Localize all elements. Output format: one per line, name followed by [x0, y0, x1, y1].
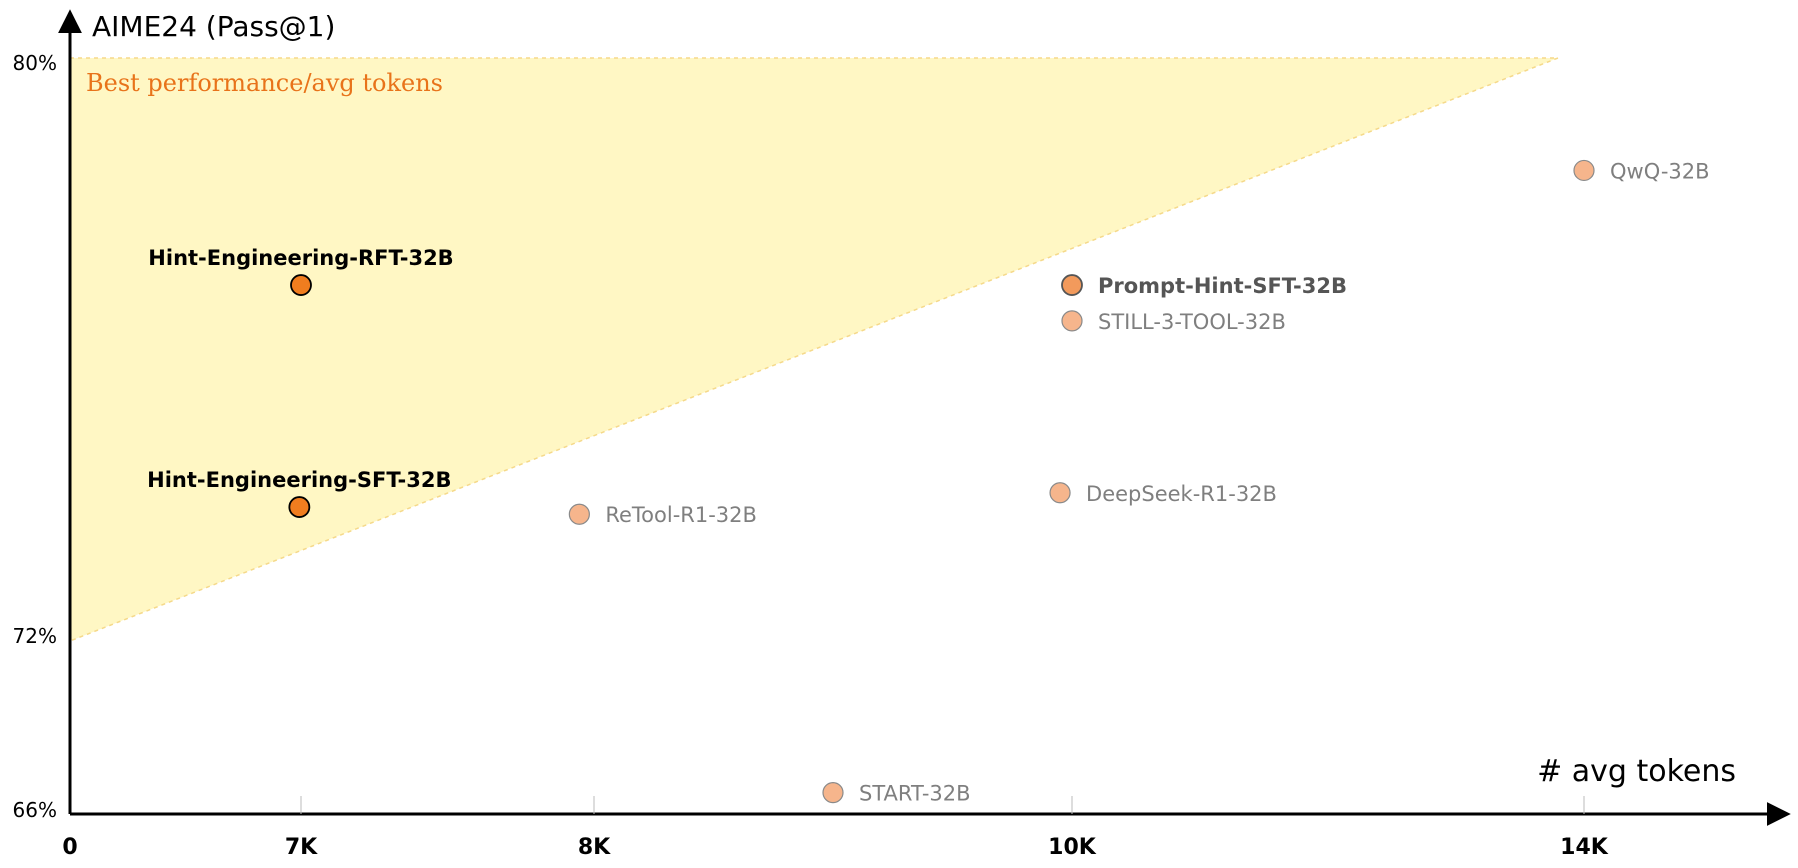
label-qwq-32b: QwQ-32B	[1610, 159, 1710, 183]
point-start-32b	[822, 781, 844, 804]
label-start-32b: START-32B	[859, 782, 971, 806]
point-hint-engineering-rft-32b	[290, 274, 312, 296]
y-axis-title: AIME24 (Pass@1)	[92, 10, 335, 43]
label-retool-r1-32b: ReTool-R1-32B	[605, 503, 757, 527]
region-label: Best performance/avg tokens	[86, 69, 443, 97]
best-region	[69, 57, 1559, 643]
point-qwq-32b	[1573, 159, 1595, 182]
label-prompt-hint-sft-32b: Prompt-Hint-SFT-32B	[1098, 274, 1347, 298]
x-axis-title: # avg tokens	[1537, 754, 1736, 789]
x-tick-label: 0	[62, 835, 77, 860]
x-tick-label: 14K	[1560, 835, 1609, 860]
x-tick-label: 10K	[1048, 835, 1097, 860]
y-tick-label: 80%	[13, 51, 57, 75]
y-tick-label: 66%	[13, 798, 57, 822]
point-deepseek-r1-32b	[1049, 482, 1071, 504]
y-tick-labels: 80% 72% 66%	[13, 51, 57, 822]
point-hint-engineering-sft-32b	[288, 496, 311, 518]
label-hint-engineering-sft-32b: Hint-Engineering-SFT-32B	[147, 468, 451, 492]
point-still-3-tool-32b	[1061, 310, 1083, 332]
data-points	[288, 159, 1595, 804]
label-hint-engineering-rft-32b: Hint-Engineering-RFT-32B	[148, 246, 453, 270]
label-deepseek-r1-32b: DeepSeek-R1-32B	[1086, 482, 1277, 506]
point-retool-r1-32b	[568, 503, 590, 525]
y-tick-label: 72%	[13, 624, 57, 648]
point-prompt-hint-sft-32b	[1061, 274, 1083, 296]
label-still-3-tool-32b: STILL-3-TOOL-32B	[1098, 310, 1286, 334]
point-labels: Hint-Engineering-RFT-32B Hint-Engineering…	[147, 159, 1709, 805]
x-tick-labels: 0 7K 8K 10K 14K	[62, 796, 1609, 860]
x-tick-label: 7K	[285, 835, 318, 860]
x-tick-label: 8K	[578, 835, 611, 860]
